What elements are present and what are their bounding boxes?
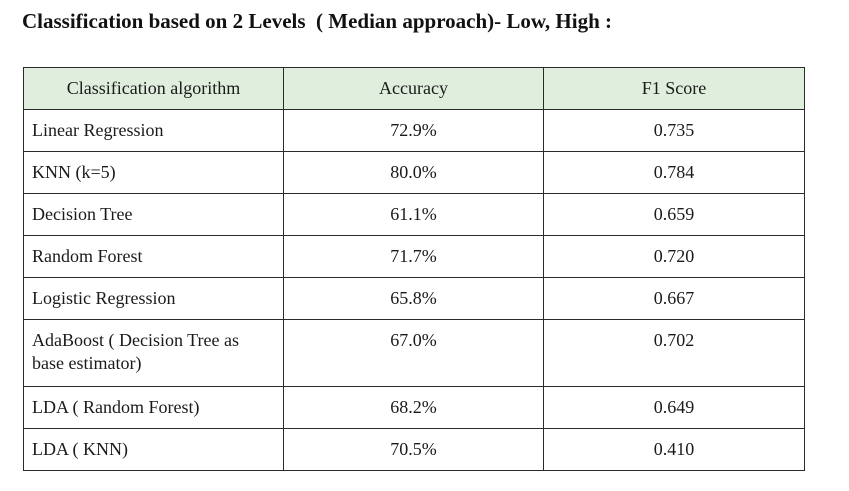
accuracy-cell: 80.0% [283,151,544,194]
accuracy-cell: 71.7% [283,235,544,278]
results-table: Classification algorithm Accuracy F1 Sco… [23,67,805,471]
accuracy-cell: 68.2% [283,386,544,429]
algorithm-cell: AdaBoost ( Decision Tree as base estimat… [23,319,284,387]
header-accuracy: Accuracy [283,67,544,110]
algorithm-cell: LDA ( Random Forest) [23,386,284,429]
header-algorithm: Classification algorithm [23,67,284,110]
table-row: LDA ( KNN) 70.5% 0.410 [23,428,805,471]
accuracy-cell: 67.0% [283,319,544,387]
algorithm-cell: LDA ( KNN) [23,428,284,471]
algorithm-cell: Random Forest [23,235,284,278]
accuracy-cell: 61.1% [283,193,544,236]
f1-score-cell: 0.667 [543,277,805,320]
f1-score-cell: 0.702 [543,319,805,387]
table-row: AdaBoost ( Decision Tree as base estimat… [23,319,805,387]
header-f1-score: F1 Score [543,67,805,110]
accuracy-cell: 72.9% [283,109,544,152]
algorithm-cell: Linear Regression [23,109,284,152]
f1-score-cell: 0.659 [543,193,805,236]
algorithm-cell: Decision Tree [23,193,284,236]
f1-score-cell: 0.410 [543,428,805,471]
accuracy-cell: 70.5% [283,428,544,471]
f1-score-cell: 0.784 [543,151,805,194]
document-title: Classification based on 2 Levels ( Media… [22,9,612,33]
table-row: Random Forest 71.7% 0.720 [23,235,805,278]
f1-score-cell: 0.735 [543,109,805,152]
table-row: LDA ( Random Forest) 68.2% 0.649 [23,386,805,429]
table-row: Linear Regression 72.9% 0.735 [23,109,805,152]
table-header-row: Classification algorithm Accuracy F1 Sco… [23,67,805,110]
accuracy-cell: 65.8% [283,277,544,320]
table-row: Logistic Regression 65.8% 0.667 [23,277,805,320]
algorithm-cell: KNN (k=5) [23,151,284,194]
algorithm-cell: Logistic Regression [23,277,284,320]
table-row: Decision Tree 61.1% 0.659 [23,193,805,236]
table-row: KNN (k=5) 80.0% 0.784 [23,151,805,194]
f1-score-cell: 0.720 [543,235,805,278]
f1-score-cell: 0.649 [543,386,805,429]
